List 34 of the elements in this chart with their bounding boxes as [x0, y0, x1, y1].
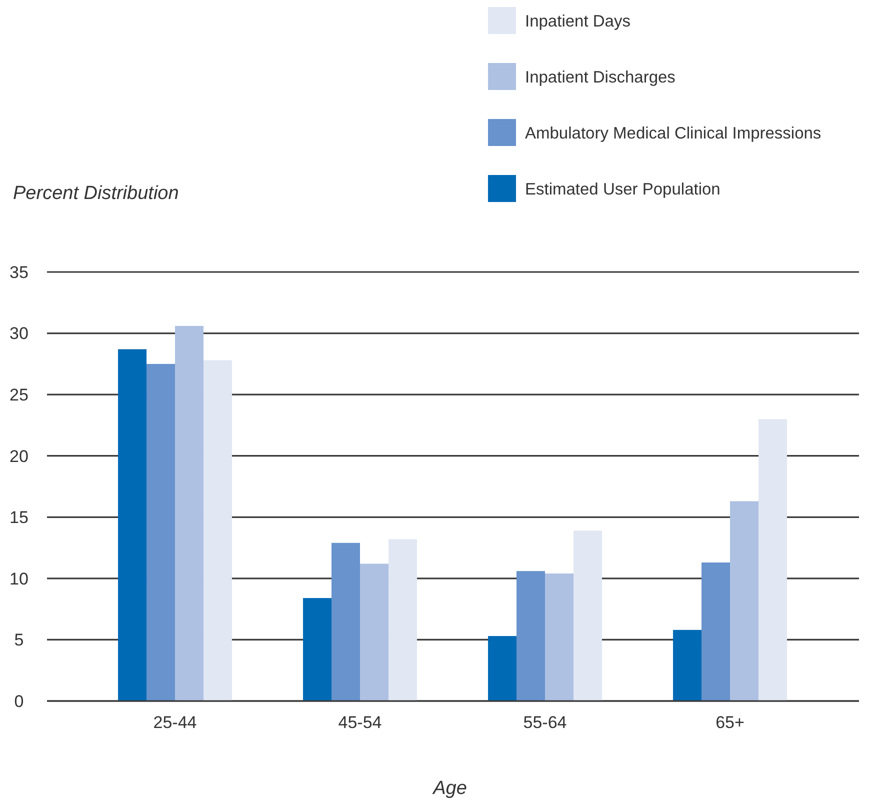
bar	[118, 349, 147, 701]
y-tick-label: 35	[10, 262, 28, 282]
y-tick-label: 30	[10, 324, 28, 344]
bar	[303, 598, 332, 701]
legend-label: Ambulatory Medical Clinical Impressions	[525, 124, 822, 142]
x-tick-label: 65+	[716, 713, 744, 732]
y-tick-label: 20	[10, 446, 28, 466]
y-tick-label: 25	[10, 386, 28, 405]
bar	[360, 564, 388, 701]
y-tick-label: 10	[10, 569, 28, 588]
bar	[573, 530, 602, 701]
x-tick-label: 55-64	[523, 713, 567, 732]
y-axis-title: Percent Distribution	[13, 183, 179, 204]
legend-label: Estimated User Population	[525, 180, 720, 198]
y-tick-label: 0	[14, 692, 24, 711]
x-tick-label: 25-44	[153, 713, 197, 732]
legend-label: Inpatient Days	[525, 12, 630, 30]
bar	[702, 562, 730, 701]
y-tick-label: 5	[14, 630, 24, 650]
bar	[673, 630, 702, 701]
bar	[388, 539, 417, 701]
bar	[146, 364, 175, 701]
bar	[545, 574, 574, 701]
y-tick-label: 15	[10, 508, 28, 528]
legend-label: Inpatient Discharges	[525, 68, 676, 86]
bar	[730, 501, 758, 701]
x-axis-title: Age	[432, 778, 467, 799]
x-tick-label: 45-54	[338, 713, 382, 732]
bar	[332, 542, 360, 701]
bar	[758, 419, 787, 701]
bar	[175, 326, 204, 701]
bar	[516, 571, 545, 701]
bar	[488, 636, 517, 701]
bar	[203, 360, 232, 701]
